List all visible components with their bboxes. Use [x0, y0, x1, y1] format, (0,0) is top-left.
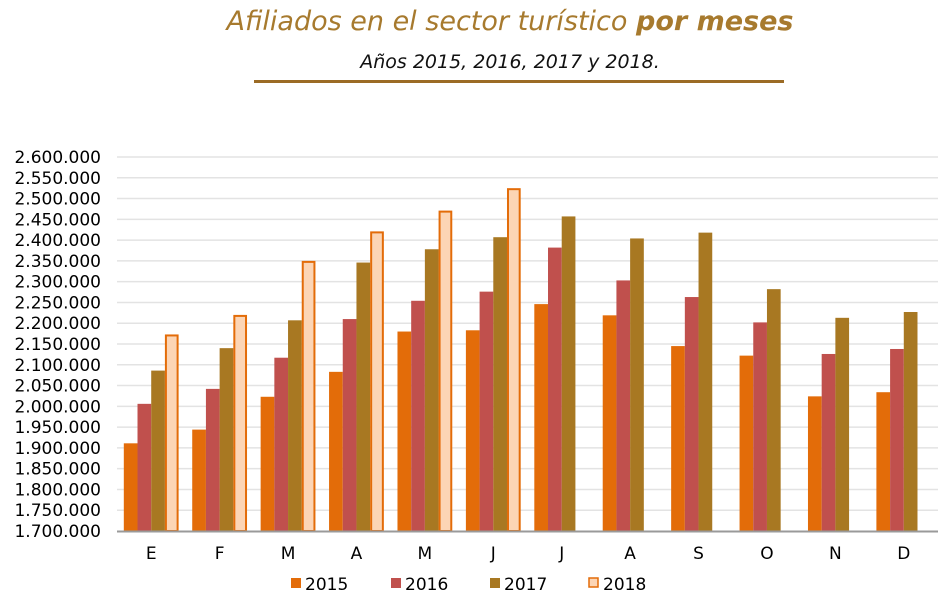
y-tick-label: 2.200.000 [14, 314, 101, 334]
bar-2015-8 [671, 346, 685, 531]
x-tick-label: M [418, 544, 433, 564]
bar-2015-9 [739, 355, 754, 531]
x-tick-label: N [829, 544, 842, 564]
bar-2017-5 [493, 237, 507, 532]
bar-2015-0 [123, 443, 138, 531]
legend-label-2015: 2015 [305, 575, 348, 595]
bar-2017-7 [630, 238, 644, 531]
gridlines [117, 156, 938, 511]
bar-2017-3 [356, 262, 371, 531]
bar-2016-7 [616, 280, 631, 531]
bar-2015-6 [534, 304, 549, 531]
bar-2016-1 [205, 388, 220, 531]
bar-2018-4 [438, 210, 453, 533]
y-tick-label: 2.450.000 [14, 210, 101, 230]
legend-swatch-2015 [291, 578, 301, 588]
x-tick-label: A [351, 544, 363, 564]
bar-2017-4 [424, 249, 439, 531]
legend-swatch-2018 [588, 577, 599, 588]
y-tick-label: 2.000.000 [14, 397, 101, 417]
x-tick-label: D [897, 544, 910, 564]
y-tick-label: 2.350.000 [14, 252, 101, 272]
bar-2015-5 [465, 330, 480, 531]
chart-title: Afiliados en el sector turístico por mes… [0, 6, 951, 37]
y-tick-label: 2.300.000 [14, 273, 101, 293]
legend-swatch-2016 [391, 578, 401, 588]
legend: 2015 2016 2017 2018 [291, 575, 646, 595]
y-tick-label: 2.400.000 [14, 231, 101, 251]
bar-2015-3 [329, 371, 343, 531]
y-tick-label: 2.150.000 [14, 335, 101, 355]
bar-2017-1 [219, 348, 234, 531]
x-tick-label: J [490, 544, 496, 564]
bar-2018-5 [506, 188, 521, 533]
bar-2016-0 [137, 403, 152, 531]
bar-2018-3 [370, 231, 384, 533]
y-tick-label: 1.900.000 [14, 439, 101, 459]
y-tick-label: 2.600.000 [14, 148, 101, 168]
bar-2015-2 [260, 396, 275, 531]
bar-2016-11 [890, 348, 904, 531]
title-main: Afiliados en el sector turístico [226, 6, 628, 37]
bar-2016-5 [479, 291, 494, 531]
y-tick-label: 2.500.000 [14, 190, 101, 210]
y-tick-label: 1.950.000 [14, 418, 101, 438]
bar-2017-9 [766, 289, 781, 531]
bar-2016-9 [753, 322, 767, 531]
bar-2018-1 [233, 314, 248, 532]
x-tick-label: F [215, 544, 225, 564]
y-tick-label: 2.550.000 [14, 169, 101, 189]
x-tick-label: J [558, 544, 564, 564]
legend-label-2017: 2017 [504, 575, 547, 595]
bar-2016-4 [411, 300, 425, 531]
bar-2017-10 [835, 317, 850, 531]
bar-2016-6 [548, 247, 562, 531]
y-tick-label: 2.050.000 [14, 377, 101, 397]
y-tick-label: 1.700.000 [14, 522, 101, 542]
bar-2016-8 [684, 297, 699, 531]
bar-2018-2 [301, 260, 316, 532]
legend-swatch-2017 [490, 578, 500, 588]
y-tick-label: 2.100.000 [14, 356, 101, 376]
bar-2017-8 [698, 232, 713, 531]
bar-2015-11 [876, 392, 891, 531]
y-tick-label: 1.750.000 [14, 501, 101, 521]
title-underline [254, 80, 784, 83]
bar-2017-0 [151, 370, 165, 531]
bar-2015-4 [397, 331, 412, 531]
bar-2015-7 [602, 315, 617, 531]
bar-2016-10 [821, 353, 836, 531]
y-tick-label: 1.850.000 [14, 460, 101, 480]
x-tick-label: S [693, 544, 704, 564]
title-bold: por meses [636, 6, 794, 37]
bar-2017-11 [903, 312, 918, 531]
bar-2015-10 [807, 396, 822, 531]
bar-2015-1 [192, 429, 206, 531]
x-tick-label: E [146, 544, 157, 564]
x-tick-label: M [281, 544, 296, 564]
bar-2017-6 [561, 216, 576, 531]
x-tick-label: A [624, 544, 636, 564]
bar-2017-2 [288, 320, 302, 531]
bar-2016-2 [274, 357, 289, 531]
bar-2016-3 [342, 319, 357, 531]
legend-label-2016: 2016 [405, 575, 448, 595]
bar-2018-0 [164, 334, 179, 533]
y-tick-label: 2.250.000 [14, 293, 101, 313]
bars [123, 188, 918, 533]
y-axis: 1.700.0001.750.0001.800.0001.850.0001.90… [14, 148, 101, 542]
chart-subtitle: Años 2015, 2016, 2017 y 2018. [360, 51, 660, 73]
legend-label-2018: 2018 [603, 575, 646, 595]
y-tick-label: 1.800.000 [14, 480, 101, 500]
x-tick-label: O [760, 544, 773, 564]
